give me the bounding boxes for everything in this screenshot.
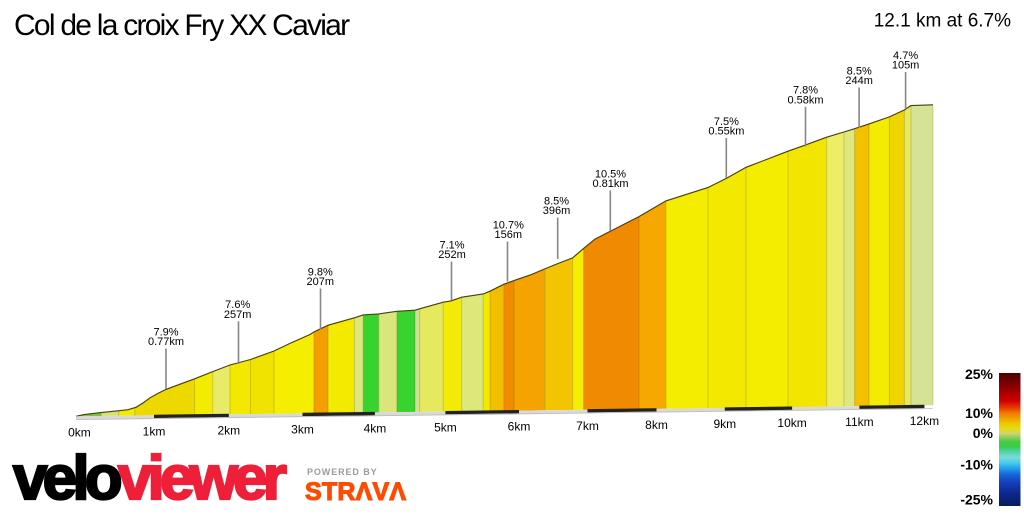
svg-text:0.81km: 0.81km bbox=[592, 178, 628, 190]
svg-text:0km: 0km bbox=[68, 425, 91, 439]
svg-text:2km: 2km bbox=[217, 424, 240, 438]
svg-text:10%: 10% bbox=[965, 405, 994, 421]
svg-text:4km: 4km bbox=[364, 422, 387, 436]
svg-text:244m: 244m bbox=[845, 75, 873, 87]
svg-text:3km: 3km bbox=[291, 423, 314, 437]
svg-text:7.5%: 7.5% bbox=[714, 116, 739, 128]
svg-text:207m: 207m bbox=[307, 276, 335, 288]
svg-text:10.7%: 10.7% bbox=[493, 219, 524, 231]
svg-text:8.5%: 8.5% bbox=[544, 195, 569, 207]
svg-text:12.1 km at 6.7%: 12.1 km at 6.7% bbox=[874, 11, 1011, 32]
svg-text:4.7%: 4.7% bbox=[893, 50, 918, 62]
svg-text:0.58km: 0.58km bbox=[787, 94, 823, 106]
svg-text:9km: 9km bbox=[713, 417, 736, 431]
svg-text:11km: 11km bbox=[845, 415, 873, 429]
svg-text:8km: 8km bbox=[645, 418, 668, 432]
svg-text:10km: 10km bbox=[777, 416, 806, 430]
svg-text:12km: 12km bbox=[910, 414, 939, 428]
svg-text:1km: 1km bbox=[143, 425, 166, 439]
svg-text:10.5%: 10.5% bbox=[595, 168, 626, 180]
svg-text:0.55km: 0.55km bbox=[708, 126, 744, 138]
svg-text:5km: 5km bbox=[434, 421, 457, 435]
svg-text:9.8%: 9.8% bbox=[308, 266, 333, 278]
svg-text:7.6%: 7.6% bbox=[225, 299, 250, 311]
svg-text:0.77km: 0.77km bbox=[148, 336, 184, 348]
svg-text:7.8%: 7.8% bbox=[793, 85, 818, 97]
svg-text:252m: 252m bbox=[438, 249, 466, 261]
svg-text:Col de la croix Fry XX Caviar: Col de la croix Fry XX Caviar bbox=[14, 9, 350, 42]
svg-text:156m: 156m bbox=[495, 229, 523, 241]
svg-text:8.5%: 8.5% bbox=[847, 65, 872, 77]
svg-text:-10%: -10% bbox=[960, 457, 993, 473]
svg-text:-25%: -25% bbox=[960, 492, 993, 508]
svg-text:7km: 7km bbox=[576, 419, 599, 433]
svg-text:257m: 257m bbox=[224, 309, 252, 321]
svg-text:7.1%: 7.1% bbox=[439, 239, 464, 251]
svg-text:396m: 396m bbox=[543, 205, 571, 217]
svg-text:7.9%: 7.9% bbox=[153, 326, 178, 338]
svg-text:6km: 6km bbox=[508, 420, 531, 434]
svg-text:25%: 25% bbox=[965, 366, 994, 382]
svg-text:105m: 105m bbox=[892, 60, 920, 72]
svg-text:0%: 0% bbox=[973, 425, 994, 441]
